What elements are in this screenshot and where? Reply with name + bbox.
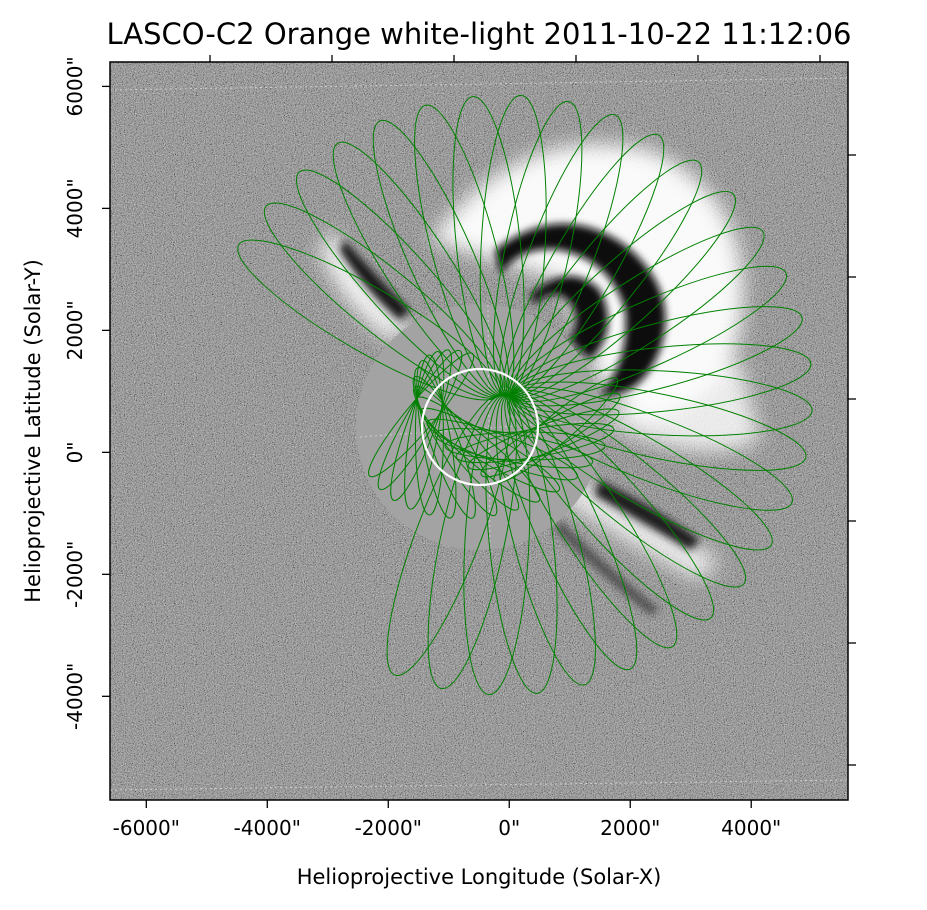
mesh-leg-ellipse xyxy=(455,422,615,464)
x-tick-label: -2000" xyxy=(355,816,422,840)
mesh-leg-ellipse xyxy=(413,385,520,511)
mesh-leg-ellipse xyxy=(414,354,444,516)
mesh-ellipse xyxy=(386,393,511,677)
y-tick-label: -4000" xyxy=(63,663,87,730)
y-axis-ticks: -4000" -2000" 0" 2000" 4000" 6000" xyxy=(63,56,110,730)
solar-limb-circle xyxy=(420,367,540,487)
y-tick-label: 6000" xyxy=(63,56,87,116)
y-axis-label: Helioprojective Latitude (Solar-Y) xyxy=(21,259,45,603)
flux-rope-mesh xyxy=(237,94,813,696)
right-axis-ticks xyxy=(848,154,856,766)
figure-title: LASCO-C2 Orange white-light 2011-10-22 1… xyxy=(106,17,851,51)
mesh-leg-ellipse xyxy=(368,352,475,478)
mesh-leg-ellipse xyxy=(480,392,621,478)
mesh-leg-ellipse xyxy=(404,350,445,510)
x-axis-ticks: -6000" -4000" -2000" 0" 2000" 4000" xyxy=(113,800,781,840)
x-tick-label: 0" xyxy=(498,816,520,840)
mesh-leg-ellipse xyxy=(377,349,463,491)
coronagraph-image xyxy=(110,62,848,800)
y-tick-label: 4000" xyxy=(63,178,87,238)
y-tick-label: 2000" xyxy=(63,300,87,360)
y-tick-label: -2000" xyxy=(63,541,87,608)
x-axis-label: Helioprojective Longitude (Solar-X) xyxy=(297,865,662,889)
plot-frame xyxy=(109,61,849,801)
x-tick-label: -6000" xyxy=(113,816,180,840)
y-tick-label: 0" xyxy=(63,441,87,463)
mesh-leg-ellipse xyxy=(419,407,561,493)
x-tick-label: 2000" xyxy=(600,816,660,840)
mesh-leg-ellipse xyxy=(493,377,619,484)
mesh-leg-ellipse xyxy=(434,428,594,469)
x-tick-label: -4000" xyxy=(234,816,301,840)
x-tick-label: 4000" xyxy=(721,816,781,840)
mesh-leg-ellipse xyxy=(390,349,452,502)
mesh-leg-ellipse xyxy=(416,359,457,519)
mesh-leg-ellipse xyxy=(444,431,606,461)
top-axis-ticks xyxy=(209,55,821,62)
